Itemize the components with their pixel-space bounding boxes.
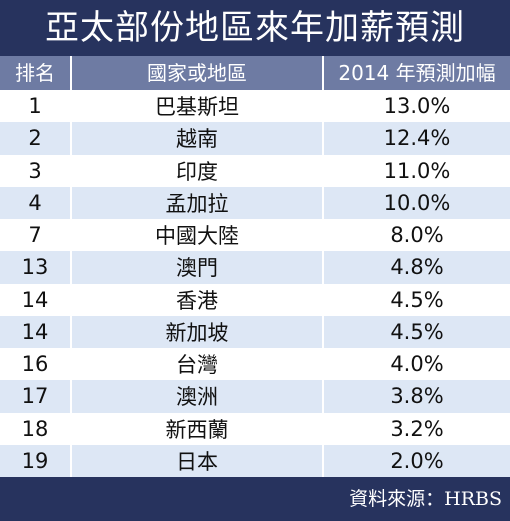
table-row: 14 新加坡 4.5% bbox=[0, 315, 510, 348]
table-row: 16 台灣 4.0% bbox=[0, 348, 510, 380]
table-row: 7 中國大陸 8.0% bbox=[0, 219, 510, 251]
table-row: 2 越南 12.4% bbox=[0, 122, 510, 155]
region-cell: 香港 bbox=[176, 288, 218, 313]
rank-cell: 2 bbox=[28, 126, 42, 151]
rank-cell: 14 bbox=[21, 319, 49, 344]
region-cell: 日本 bbox=[176, 449, 218, 474]
region-cell: 澳洲 bbox=[176, 385, 218, 410]
region-cell: 中國大陸 bbox=[155, 224, 239, 249]
region-cell: 越南 bbox=[176, 127, 218, 152]
value-cell: 13.0% bbox=[383, 94, 451, 119]
region-cell: 台灣 bbox=[176, 353, 218, 378]
table-body: 1 巴基斯坦 13.0% 2 越南 12.4% 3 印度 11.0% 4 孟加拉 10.0% 7 中國大陸… bbox=[0, 90, 510, 477]
header-rank: 排名 bbox=[15, 61, 55, 85]
value-cell: 2.0% bbox=[390, 448, 444, 473]
value-cell: 12.4% bbox=[383, 126, 451, 151]
value-cell: 3.8% bbox=[390, 384, 444, 409]
rank-cell: 16 bbox=[21, 352, 49, 377]
value-cell: 3.2% bbox=[390, 416, 444, 441]
table-row: 18 新西蘭 3.2% bbox=[0, 413, 510, 445]
column-divider bbox=[322, 90, 324, 477]
value-cell: 4.5% bbox=[390, 287, 444, 312]
rank-cell: 3 bbox=[28, 158, 42, 183]
value-cell: 4.0% bbox=[390, 352, 444, 377]
region-cell: 新加坡 bbox=[165, 320, 229, 345]
column-divider bbox=[70, 90, 72, 477]
table-row: 1 巴基斯坦 13.0% bbox=[0, 90, 510, 122]
table-row: 14 香港 4.5% bbox=[0, 284, 510, 316]
header-region: 國家或地區 bbox=[147, 61, 247, 85]
rank-cell: 13 bbox=[21, 255, 49, 280]
value-cell: 8.0% bbox=[390, 223, 444, 248]
rank-cell: 14 bbox=[21, 287, 49, 312]
source-note: 資料來源：HRBS bbox=[0, 477, 510, 521]
table-row: 3 印度 11.0% bbox=[0, 155, 510, 187]
value-cell: 11.0% bbox=[383, 158, 451, 183]
region-cell: 新西蘭 bbox=[165, 417, 229, 442]
rank-cell: 4 bbox=[28, 190, 42, 215]
rank-cell: 19 bbox=[21, 448, 49, 473]
rank-cell: 1 bbox=[28, 94, 42, 119]
value-cell: 10.0% bbox=[383, 190, 451, 215]
header-value: 2014 年預測加幅 bbox=[338, 61, 496, 85]
header-divider bbox=[322, 56, 324, 90]
value-cell: 4.5% bbox=[390, 319, 444, 344]
value-cell: 4.8% bbox=[390, 255, 444, 280]
region-cell: 印度 bbox=[176, 159, 218, 184]
rank-cell: 18 bbox=[21, 416, 49, 441]
rank-cell: 17 bbox=[21, 384, 49, 409]
table-row: 4 孟加拉 10.0% bbox=[0, 186, 510, 219]
table-row: 19 日本 2.0% bbox=[0, 444, 510, 477]
region-cell: 澳門 bbox=[176, 256, 218, 281]
rank-cell: 7 bbox=[28, 223, 42, 248]
table-row: 17 澳洲 3.8% bbox=[0, 380, 510, 413]
page-title: 亞太部份地區來年加薪預測 bbox=[0, 0, 510, 56]
region-cell: 巴基斯坦 bbox=[155, 95, 239, 120]
region-cell: 孟加拉 bbox=[165, 191, 229, 216]
header-divider bbox=[70, 56, 72, 90]
table-row: 13 澳門 4.8% bbox=[0, 251, 510, 284]
table-header: 排名 國家或地區 2014 年預測加幅 bbox=[0, 56, 510, 90]
